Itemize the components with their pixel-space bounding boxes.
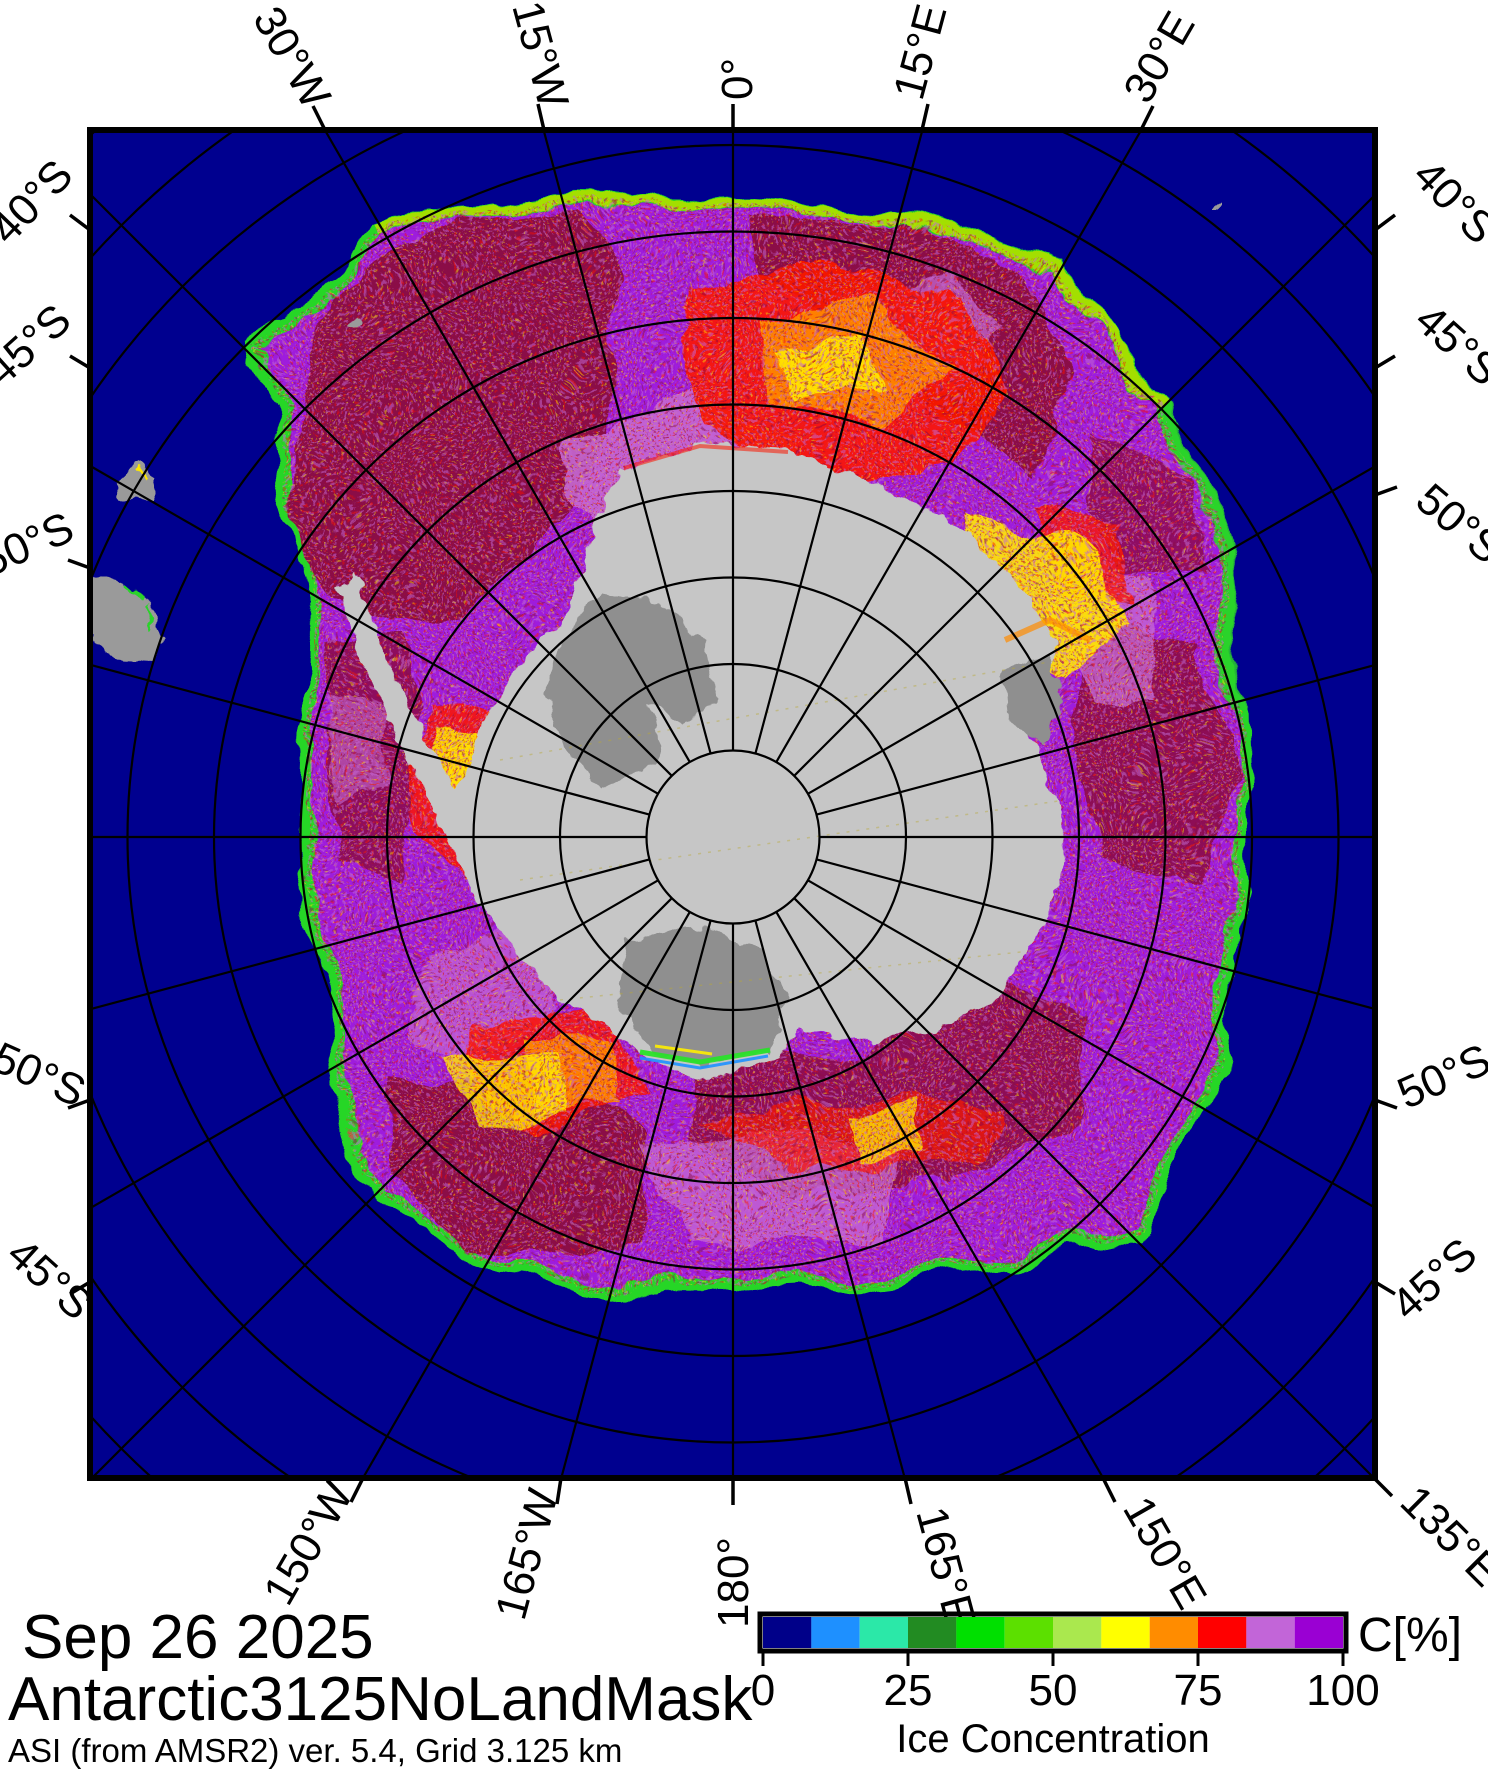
lon-label: 150°E — [1113, 1489, 1216, 1618]
coast-speckle — [127, 583, 154, 629]
dataset-label: Antarctic3125NoLandMask — [8, 1665, 753, 1734]
colorbar-frame — [757, 1611, 1349, 1654]
colorbar-unit-label: C[%] — [1358, 1609, 1462, 1662]
colorbar-segment — [1246, 1617, 1295, 1648]
island — [115, 462, 158, 502]
colorbar-segment — [1053, 1617, 1102, 1648]
lat-label: 45°S — [1406, 295, 1488, 396]
lon-label: 150°W — [254, 1473, 363, 1613]
coastal-lines — [499, 443, 1092, 1070]
colorbar-segments — [763, 1617, 1344, 1648]
antarctica — [337, 443, 1065, 1078]
lon-labels-top: 30°W 15°W 0° 15°E 30°E — [243, 0, 1204, 117]
island — [90, 575, 165, 660]
graticule-ticks — [67, 103, 1398, 1505]
colorbar-caption: Ice Concentration — [896, 1717, 1210, 1761]
lat-label: 45°S — [0, 1229, 102, 1330]
colorbar-segment — [859, 1617, 909, 1648]
ross-ice-shelf — [617, 926, 786, 1066]
colorbar-tick-label: 100 — [1306, 1666, 1379, 1715]
colorbar-tick-label: 50 — [1029, 1666, 1078, 1715]
colorbar-segment — [811, 1617, 860, 1648]
lon-label: 180° — [709, 1537, 758, 1628]
colorbar-segment — [1149, 1617, 1199, 1648]
lon-label: 15°W — [502, 0, 577, 113]
lon-labels-bottom: 150°W 165°W 180° 165°E 150°E 135°E — [254, 1473, 1488, 1631]
colorbar-segment — [1101, 1617, 1150, 1648]
lat-label: 45°S — [1382, 1229, 1486, 1330]
colorbar-segment — [1004, 1617, 1054, 1648]
colorbar-segment — [908, 1617, 957, 1648]
lat-label: 40°S — [0, 150, 82, 253]
land-layer — [90, 204, 1221, 1078]
colorbar-segment — [763, 1617, 812, 1648]
date-label: Sep 26 2025 — [22, 1603, 374, 1672]
lon-label: 135°E — [1391, 1476, 1488, 1596]
colorbar-segment — [1294, 1617, 1344, 1648]
lat-label: 50°S — [0, 503, 81, 587]
colorbar: 0 25 50 75 100 C[%] Ice Concentration — [751, 1609, 1462, 1761]
lon-label: 165°W — [486, 1483, 568, 1624]
lat-label: 50°S — [1390, 1035, 1488, 1119]
island — [1214, 204, 1221, 209]
colorbar-ticks — [761, 1652, 1345, 1666]
footer: Sep 26 2025 Antarctic3125NoLandMask ASI … — [8, 1603, 753, 1769]
lon-label: 0° — [713, 58, 762, 100]
lon-label: 30°W — [243, 0, 340, 117]
lat-label: 50°S — [1407, 474, 1488, 573]
lat-label: 40°S — [1404, 150, 1488, 253]
colorbar-segment — [1198, 1617, 1247, 1648]
colorbar-tick-label: 25 — [884, 1666, 933, 1715]
lon-label: 30°E — [1114, 3, 1204, 111]
amery-ice-shelf — [1003, 656, 1066, 746]
colorbar-tick-label: 0 — [751, 1666, 775, 1715]
source-label: ASI (from AMSR2) ver. 5.4, Grid 3.125 km — [8, 1732, 622, 1769]
lat-labels-right: 40°S 45°S 50°S 50°S 45°S — [1382, 150, 1488, 1329]
colorbar-segment — [956, 1617, 1005, 1648]
lon-label: 15°E — [884, 0, 956, 105]
island — [343, 313, 361, 327]
lat-labels-left: 40°S 45°S 50°S 50°S 45°S — [0, 150, 102, 1329]
colorbar-tick-label: 75 — [1174, 1666, 1223, 1715]
lat-label: 45°S — [0, 295, 80, 396]
